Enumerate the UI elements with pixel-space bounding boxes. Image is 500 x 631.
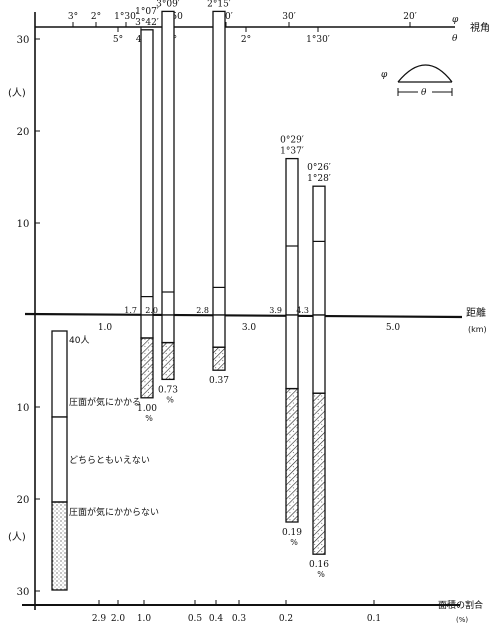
area-tick-label: 0.3 — [232, 614, 247, 624]
legend-bar: 40人 圧面が気にかかる どちらともいえない 圧面が気にかからない — [51, 330, 159, 591]
y-tick-label-lower: 30 — [17, 587, 30, 598]
bar-theta-label: 2°15′ — [207, 0, 231, 9]
bar-distance-label: 1.7 — [124, 306, 137, 315]
phi-tick-label: 2° — [91, 12, 101, 22]
bar-distance-label: 2.0 — [145, 306, 158, 315]
bar-group: 0°57′3°09′2.00.73% — [145, 0, 180, 404]
bar-theta-label: 1°28′ — [307, 174, 331, 184]
viewing-angle-inset: φ θ — [381, 64, 453, 98]
bar-group: 0°29′1°37′ 3.9 0.19% — [269, 136, 304, 547]
area-tick-label: 2.0 — [111, 614, 126, 624]
bar-phi-label: 0°26′ — [307, 163, 331, 173]
bar-area-label: 1.00 — [137, 404, 157, 414]
bar-distance-label: 4.3 — [296, 306, 309, 315]
area-tick-label: 0.2 — [279, 614, 293, 624]
phi-tick-label: 1°30′ — [114, 12, 138, 22]
legend-label-not-concerned: 圧面が気にかからない — [69, 506, 159, 518]
distance-tick-label: 3.0 — [242, 323, 257, 333]
area-axis-unit: (%) — [456, 616, 468, 624]
legend-segment-concerned — [51, 330, 68, 418]
bar-upper — [140, 29, 154, 316]
top-axis-label: 視角 — [470, 21, 490, 34]
bar-upper — [285, 157, 299, 316]
bar-area-pct: % — [166, 395, 174, 404]
legend-label-neutral: どちらともいえない — [69, 455, 150, 466]
bar-lower-bottom — [140, 337, 154, 399]
bar-lower-middle — [212, 314, 226, 348]
bar-group: 1°07′3°42′ 1.7 1.00% — [124, 7, 159, 423]
area-tick-label: 0.1 — [367, 614, 381, 624]
bar-upper — [161, 10, 175, 316]
inset-phi: φ — [381, 70, 388, 80]
phi-axis-symbol: φ — [452, 15, 459, 25]
y-tick-label-upper: 10 — [17, 219, 30, 230]
phi-tick-label: 40′ — [219, 12, 233, 22]
inset-theta: θ — [421, 88, 427, 98]
bar-lower-middle — [285, 314, 299, 390]
phi-tick-labels: 3°2°1°30′1°5040′30′20′ — [68, 12, 417, 27]
y-tick-label-upper: 20 — [17, 127, 30, 138]
bar-area-pct: % — [317, 570, 325, 579]
bar-lower-bottom — [285, 387, 299, 523]
distance-axis-unit: (km) — [468, 325, 487, 334]
legend-segment-not-concerned — [51, 501, 68, 591]
phi-tick-label: 30′ — [282, 12, 296, 22]
area-tick-label: 0.4 — [209, 614, 224, 624]
area-axis-label: 面積の割合 — [438, 599, 483, 611]
y-tick-label-upper: 30 — [17, 35, 30, 46]
bar-theta-label: 1°37′ — [280, 147, 304, 157]
theta-tick-label: 1°30′ — [306, 35, 330, 45]
bar-lower-middle — [161, 314, 175, 344]
theta-tick-label: 5° — [113, 35, 123, 45]
bar-area-label: 0.16 — [309, 560, 329, 570]
phi-tick-label: 3° — [68, 12, 78, 22]
bar-lower-middle — [312, 314, 326, 394]
y-tick-label-lower: 10 — [17, 403, 30, 414]
area-tick-label: 1.0 — [137, 614, 152, 624]
distance-tick-label: 1.0 — [98, 323, 113, 333]
distance-axis-label: 距離 — [466, 306, 486, 319]
area-tick-label: 0.5 — [188, 614, 203, 624]
bar-distance-label: 2.8 — [196, 306, 209, 315]
bar-upper — [212, 10, 226, 316]
bar-group: 0°41′2°15′2.80.37 — [196, 0, 231, 386]
bar-distance-label: 3.9 — [269, 306, 282, 315]
theta-tick-label: 2° — [241, 35, 251, 45]
area-tick-labels: 2.9 2.0 1.0 0.5 0.4 0.3 0.2 0.1 — [92, 600, 381, 624]
y-unit-upper: (人) — [8, 87, 26, 99]
theta-axis-symbol: θ — [452, 34, 458, 44]
legend-label-concerned: 圧面が気にかかる — [69, 396, 141, 408]
bar-lower-middle — [140, 314, 154, 339]
bar-lower-bottom — [161, 341, 175, 381]
legend-segment-neutral — [51, 416, 68, 503]
bar-lower-bottom — [312, 392, 326, 555]
y-tick-label-lower: 20 — [17, 495, 30, 506]
inset-arc — [397, 64, 453, 83]
bar-area-pct: % — [145, 414, 153, 423]
bar-phi-label: 0°29′ — [280, 136, 304, 146]
distance-axis-line — [24, 312, 463, 319]
data-bars: 1°07′3°42′1.71.00%0°57′3°09′2.00.73%0°41… — [124, 0, 331, 579]
phi-tick-label: 20′ — [403, 12, 417, 22]
distance-tick-label: 5.0 — [386, 323, 401, 333]
bar-area-label: 0.73 — [158, 385, 178, 395]
bar-group: 0°26′1°28′ 4.3 0.16% — [296, 163, 331, 579]
bar-phi-label: 1°07′ — [135, 7, 159, 17]
distance-tick-labels: 1.0 3.0 5.0 — [98, 323, 401, 333]
y-tick-labels: 10 20 30 10 20 30 — [17, 35, 40, 598]
bar-area-label: 0.37 — [209, 376, 229, 386]
y-unit-lower: (人) — [8, 531, 26, 543]
bar-theta-label: 3°09′ — [156, 0, 180, 9]
bar-area-label: 0.19 — [282, 528, 302, 538]
legend-total-label: 40人 — [69, 335, 89, 346]
bar-area-pct: % — [290, 538, 298, 547]
area-tick-label: 2.9 — [92, 614, 107, 624]
bar-lower-bottom — [212, 346, 226, 371]
bar-theta-label: 3°42′ — [135, 18, 159, 28]
bar-upper — [312, 185, 326, 316]
inset-theta-bg — [418, 86, 432, 98]
